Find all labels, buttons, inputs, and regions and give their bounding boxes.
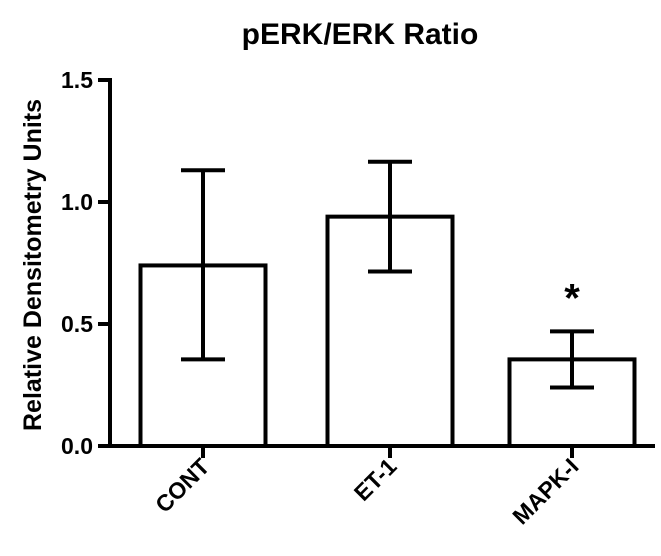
- significance-marker: *: [564, 276, 580, 320]
- x-tick-label: CONT: [150, 453, 214, 517]
- x-tick-label: MAPK-I: [507, 453, 583, 529]
- x-tick-label: ET-1: [349, 453, 402, 506]
- y-tick-label: 1.5: [61, 67, 93, 93]
- y-tick-label: 1.0: [61, 189, 93, 215]
- x-tick-labels: CONT ET-1 MAPK-I: [150, 453, 583, 529]
- y-tick-label: 0.0: [61, 433, 93, 459]
- y-tick-label: 0.5: [61, 311, 93, 337]
- y-axis: 0.0 0.5 1.0 1.5: [61, 67, 112, 459]
- y-axis-label: Relative Densitometry Units: [19, 99, 47, 431]
- annotations: *: [564, 276, 580, 320]
- chart-title: pERK/ERK Ratio: [242, 18, 479, 51]
- error-bars: [181, 159, 594, 390]
